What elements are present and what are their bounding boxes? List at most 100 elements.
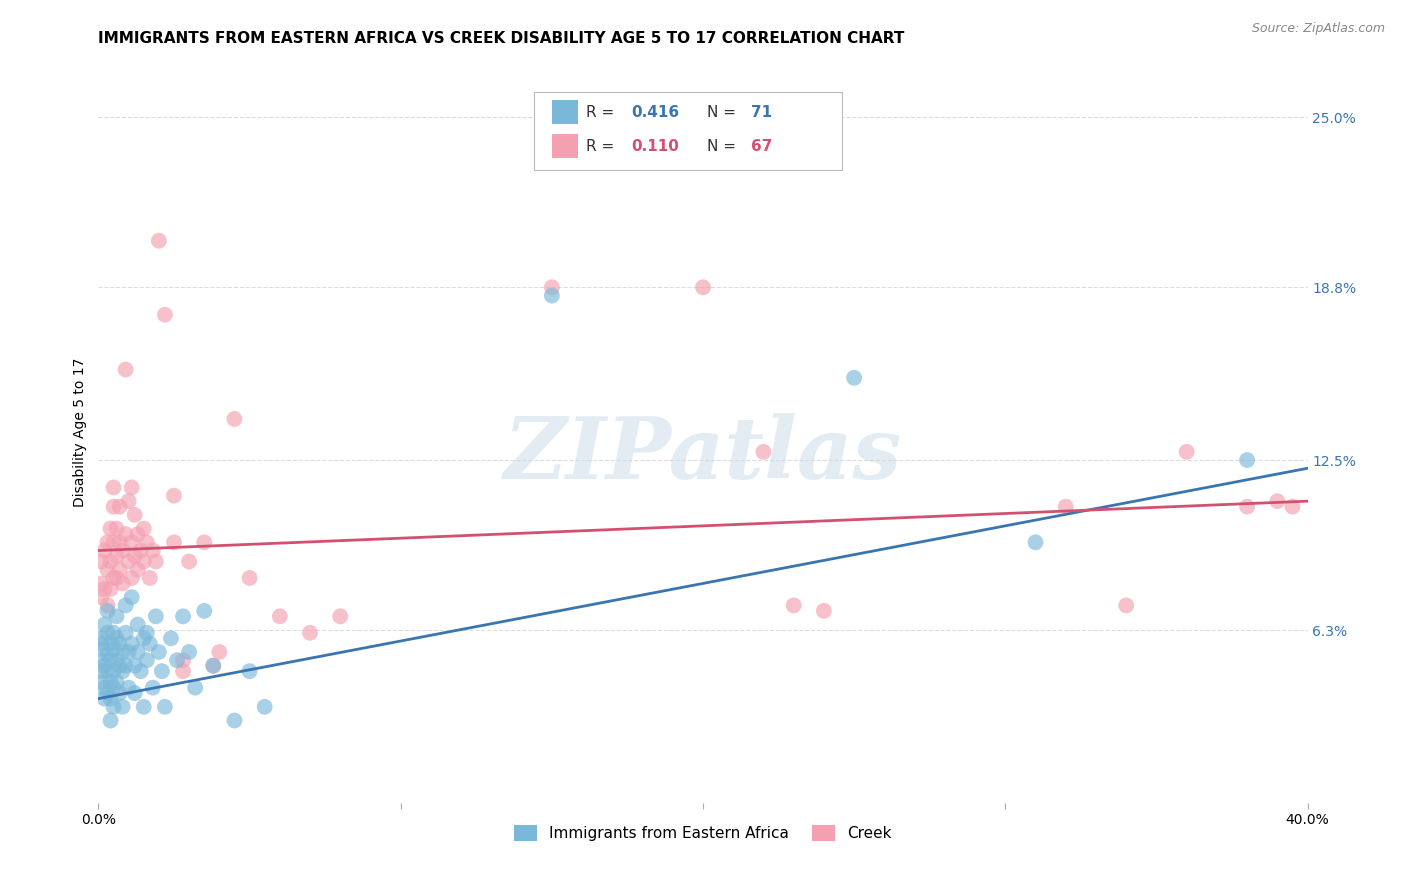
Point — [93, 658, 115, 673]
Point — [108, 535, 131, 549]
Point — [108, 686, 131, 700]
Text: 0.416: 0.416 — [631, 104, 679, 120]
Point — [90, 637, 112, 651]
Point — [124, 658, 146, 673]
Point — [692, 280, 714, 294]
Point — [239, 571, 262, 585]
Point — [96, 686, 118, 700]
Point — [135, 625, 157, 640]
Point — [96, 599, 118, 613]
Point — [813, 604, 835, 618]
Point — [208, 645, 231, 659]
Point — [111, 645, 134, 659]
Point — [108, 563, 131, 577]
Point — [96, 563, 118, 577]
Point — [121, 637, 143, 651]
Point — [105, 609, 128, 624]
Bar — [551, 100, 578, 124]
Point — [150, 664, 173, 678]
Point — [114, 599, 136, 613]
Point — [124, 508, 146, 522]
Point — [103, 681, 125, 695]
Legend: Immigrants from Eastern Africa, Creek: Immigrants from Eastern Africa, Creek — [508, 819, 898, 847]
Text: R =: R = — [586, 104, 619, 120]
Point — [121, 535, 143, 549]
Point — [103, 480, 125, 494]
Point — [90, 590, 112, 604]
Point — [93, 691, 115, 706]
Point — [105, 675, 128, 690]
Point — [93, 642, 115, 657]
Point — [253, 699, 276, 714]
Point — [111, 576, 134, 591]
Point — [163, 535, 186, 549]
Point — [540, 288, 562, 302]
Point — [105, 632, 128, 646]
Point — [108, 500, 131, 514]
Point — [299, 625, 322, 640]
Point — [90, 653, 112, 667]
Text: N =: N = — [707, 104, 741, 120]
Point — [103, 571, 125, 585]
Point — [100, 653, 122, 667]
Point — [1236, 453, 1258, 467]
Point — [93, 582, 115, 596]
Point — [96, 604, 118, 618]
Point — [114, 527, 136, 541]
Point — [142, 543, 165, 558]
Point — [148, 234, 170, 248]
Point — [105, 549, 128, 563]
Point — [127, 563, 149, 577]
Point — [118, 645, 141, 659]
Point — [118, 494, 141, 508]
Point — [142, 681, 165, 695]
Point — [132, 632, 155, 646]
Point — [202, 658, 225, 673]
Point — [179, 645, 201, 659]
Text: IMMIGRANTS FROM EASTERN AFRICA VS CREEK DISABILITY AGE 5 TO 17 CORRELATION CHART: IMMIGRANTS FROM EASTERN AFRICA VS CREEK … — [98, 31, 905, 46]
Point — [172, 664, 194, 678]
Point — [114, 362, 136, 376]
Point — [129, 664, 152, 678]
Point — [93, 681, 115, 695]
Point — [160, 632, 183, 646]
Point — [752, 445, 775, 459]
Point — [100, 637, 122, 651]
Point — [329, 609, 352, 624]
Point — [103, 500, 125, 514]
Point — [121, 590, 143, 604]
Point — [90, 675, 112, 690]
Point — [139, 637, 162, 651]
Point — [135, 653, 157, 667]
Point — [124, 686, 146, 700]
Text: R =: R = — [586, 138, 619, 153]
Point — [193, 604, 215, 618]
Point — [239, 664, 262, 678]
Point — [1281, 500, 1303, 514]
Point — [184, 681, 207, 695]
Point — [111, 664, 134, 678]
Point — [163, 489, 186, 503]
Point — [108, 637, 131, 651]
Point — [90, 632, 112, 646]
Point — [103, 535, 125, 549]
Point — [1054, 500, 1077, 514]
Point — [103, 664, 125, 678]
Point — [269, 609, 291, 624]
FancyBboxPatch shape — [534, 92, 842, 169]
Point — [166, 653, 188, 667]
Point — [132, 699, 155, 714]
Bar — [551, 135, 578, 158]
Point — [783, 599, 806, 613]
Point — [179, 554, 201, 568]
Point — [105, 522, 128, 536]
Point — [193, 535, 215, 549]
Point — [111, 543, 134, 558]
Point — [172, 609, 194, 624]
Point — [127, 617, 149, 632]
Point — [844, 371, 866, 385]
Point — [96, 625, 118, 640]
Point — [100, 675, 122, 690]
Point — [132, 522, 155, 536]
Point — [108, 658, 131, 673]
